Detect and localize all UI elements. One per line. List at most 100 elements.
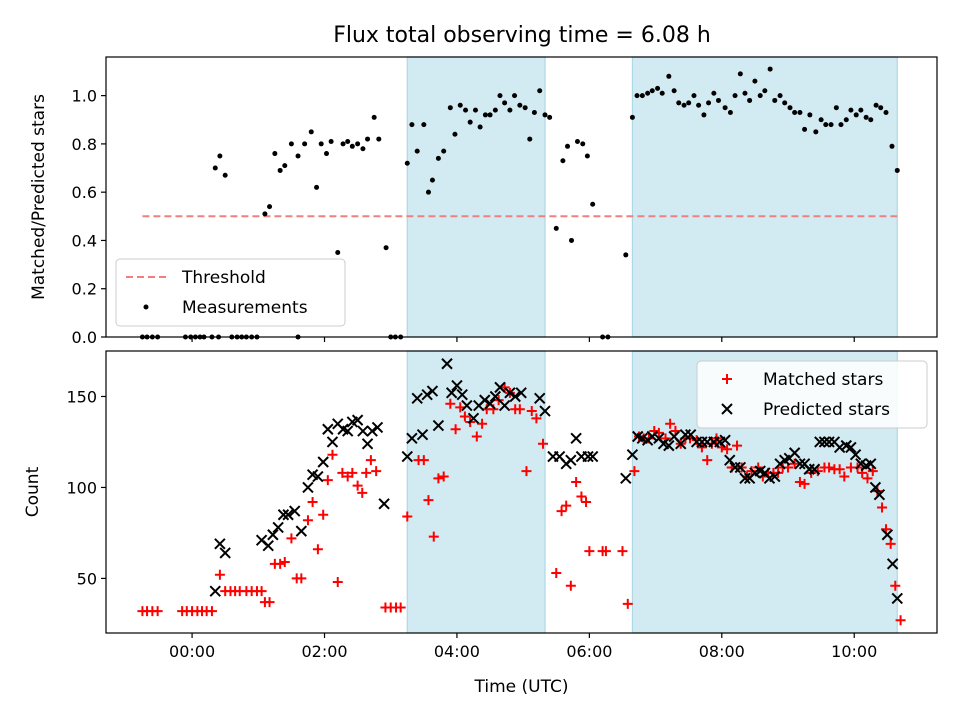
data-point (509, 390, 521, 403)
data-point (497, 93, 503, 99)
data-point (867, 466, 878, 477)
data-point (477, 124, 483, 130)
data-point (371, 466, 382, 477)
data-point (332, 577, 343, 588)
data-point (527, 136, 533, 142)
data-point (843, 117, 849, 123)
data-point (891, 592, 903, 605)
data-point (467, 119, 473, 125)
data-point (371, 421, 384, 434)
data-point (277, 167, 283, 173)
data-point (542, 112, 548, 118)
data-point (833, 441, 846, 454)
bottom-panel: 50 100 150 00:00 02:00 04:00 06:00 08:00 10:00 Co… (23, 350, 938, 697)
data-point (461, 399, 473, 412)
data-point (498, 399, 511, 412)
data-point (515, 387, 527, 399)
data-point (828, 122, 834, 128)
data-point (212, 165, 218, 171)
data-point (568, 237, 574, 243)
data-point (813, 129, 819, 135)
data-point (782, 100, 788, 106)
y-tick-label: 100 (66, 478, 97, 497)
data-point (507, 107, 513, 113)
data-point (521, 466, 532, 477)
data-point (727, 110, 733, 116)
data-point (838, 122, 844, 128)
data-point (722, 105, 728, 111)
data-point (645, 90, 651, 96)
data-point (799, 478, 810, 489)
data-point (853, 112, 859, 118)
data-point (421, 388, 433, 401)
data-point (824, 462, 835, 473)
data-point (360, 146, 366, 152)
data-point (737, 71, 743, 77)
data-point (565, 143, 571, 149)
data-point (547, 114, 553, 120)
data-point (886, 558, 899, 570)
data-point (849, 448, 862, 461)
data-point (676, 100, 682, 106)
data-point (686, 100, 692, 106)
data-point (649, 88, 655, 94)
data-point (746, 466, 757, 477)
data-point (565, 454, 577, 466)
x-tick-label: 06:00 (566, 642, 612, 661)
data-point (467, 412, 480, 425)
data-point (504, 387, 516, 399)
data-point (878, 105, 884, 111)
data-point (302, 141, 308, 147)
data-point (295, 525, 308, 537)
data-point (620, 472, 632, 485)
data-point (340, 141, 346, 147)
x-axis-label: Time (UTC) (474, 677, 569, 697)
data-point (622, 598, 633, 609)
data-point (302, 481, 314, 494)
data-point (489, 390, 502, 403)
data-point (701, 112, 707, 118)
data-point (206, 606, 217, 617)
data-point (262, 539, 274, 552)
data-point (326, 436, 339, 448)
data-point (862, 473, 873, 484)
data-point (794, 476, 805, 487)
data-point (711, 90, 717, 96)
data-point (328, 138, 334, 144)
data-point (514, 404, 525, 415)
data-point (361, 467, 372, 478)
legend-box (115, 258, 346, 327)
data-point (534, 392, 546, 405)
data-point (262, 211, 268, 217)
data-point (634, 93, 640, 99)
data-point (696, 442, 707, 453)
data-point (722, 444, 733, 455)
legend-label: Predicted stars (763, 400, 890, 420)
data-point (275, 558, 286, 569)
shaded-interval (406, 56, 546, 338)
data-point (214, 538, 226, 550)
data-point (659, 90, 665, 96)
data-point (282, 163, 288, 169)
data-point (848, 107, 854, 113)
data-point (438, 471, 449, 482)
data-point (734, 461, 747, 474)
y-tick-label: 150 (66, 387, 97, 406)
data-point (371, 114, 377, 120)
data-point (357, 487, 368, 498)
data-point (352, 480, 363, 491)
data-point (883, 110, 889, 116)
data-point (383, 245, 389, 251)
data-point (787, 105, 793, 111)
data-point (296, 573, 307, 584)
data-point (308, 129, 314, 135)
data-point (762, 88, 768, 94)
data-point (629, 114, 635, 120)
data-point (279, 557, 290, 568)
data-point (877, 502, 888, 513)
data-point (818, 117, 824, 123)
data-point (459, 411, 470, 422)
data-point (833, 105, 839, 111)
data-point (492, 107, 498, 113)
